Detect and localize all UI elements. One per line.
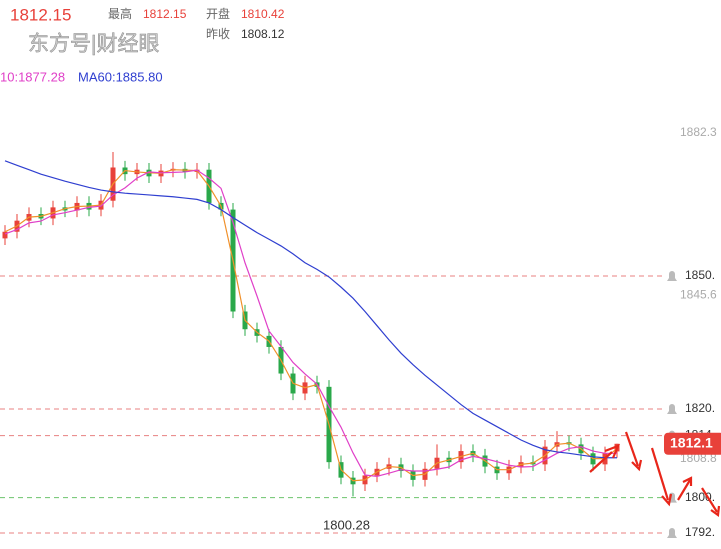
high-value: 1812.15 [143, 7, 187, 21]
arrow [677, 479, 691, 501]
watermark: 东方号|财经眼 [28, 33, 159, 56]
arrow [631, 459, 643, 472]
last-price: 1812.15 [10, 5, 71, 24]
arrow [624, 431, 640, 467]
arrow [650, 447, 670, 501]
prev-close-value: 1808.12 [241, 27, 285, 41]
alert-label: 1792. [685, 525, 715, 539]
alert-label: 1800. [685, 490, 715, 504]
price-tag [664, 432, 721, 455]
arrow [682, 476, 693, 486]
candle-body [2, 231, 8, 239]
open-label: 开盘 [206, 6, 230, 21]
arrow [701, 487, 718, 513]
open-value: 1810.42 [241, 7, 285, 21]
y-tick-label: 1845.6 [680, 288, 717, 302]
bell-icon [667, 403, 677, 414]
arrow [589, 451, 613, 473]
high-label: 最高 [108, 6, 132, 21]
bell-icon [667, 271, 677, 282]
arrow [710, 505, 721, 517]
prev-close-label: 昨收 [206, 27, 230, 41]
ma-line [4, 169, 617, 477]
y-tick-label: 1882.3 [680, 125, 717, 139]
ma-label: 10:1877.28 [0, 69, 65, 84]
ma-line [4, 169, 618, 482]
arrows [589, 431, 721, 517]
bell-icon [667, 528, 677, 539]
price-tag-label: 1812.1 [670, 434, 713, 450]
ma-line [4, 160, 617, 459]
arrow [661, 493, 673, 507]
arrow [604, 444, 621, 459]
alert-label: 1820. [685, 401, 715, 415]
ma-label: MA60:1885.80 [78, 69, 163, 84]
low-annotation: 1800.28 [323, 517, 370, 532]
alert-label: 1850. [685, 268, 715, 282]
